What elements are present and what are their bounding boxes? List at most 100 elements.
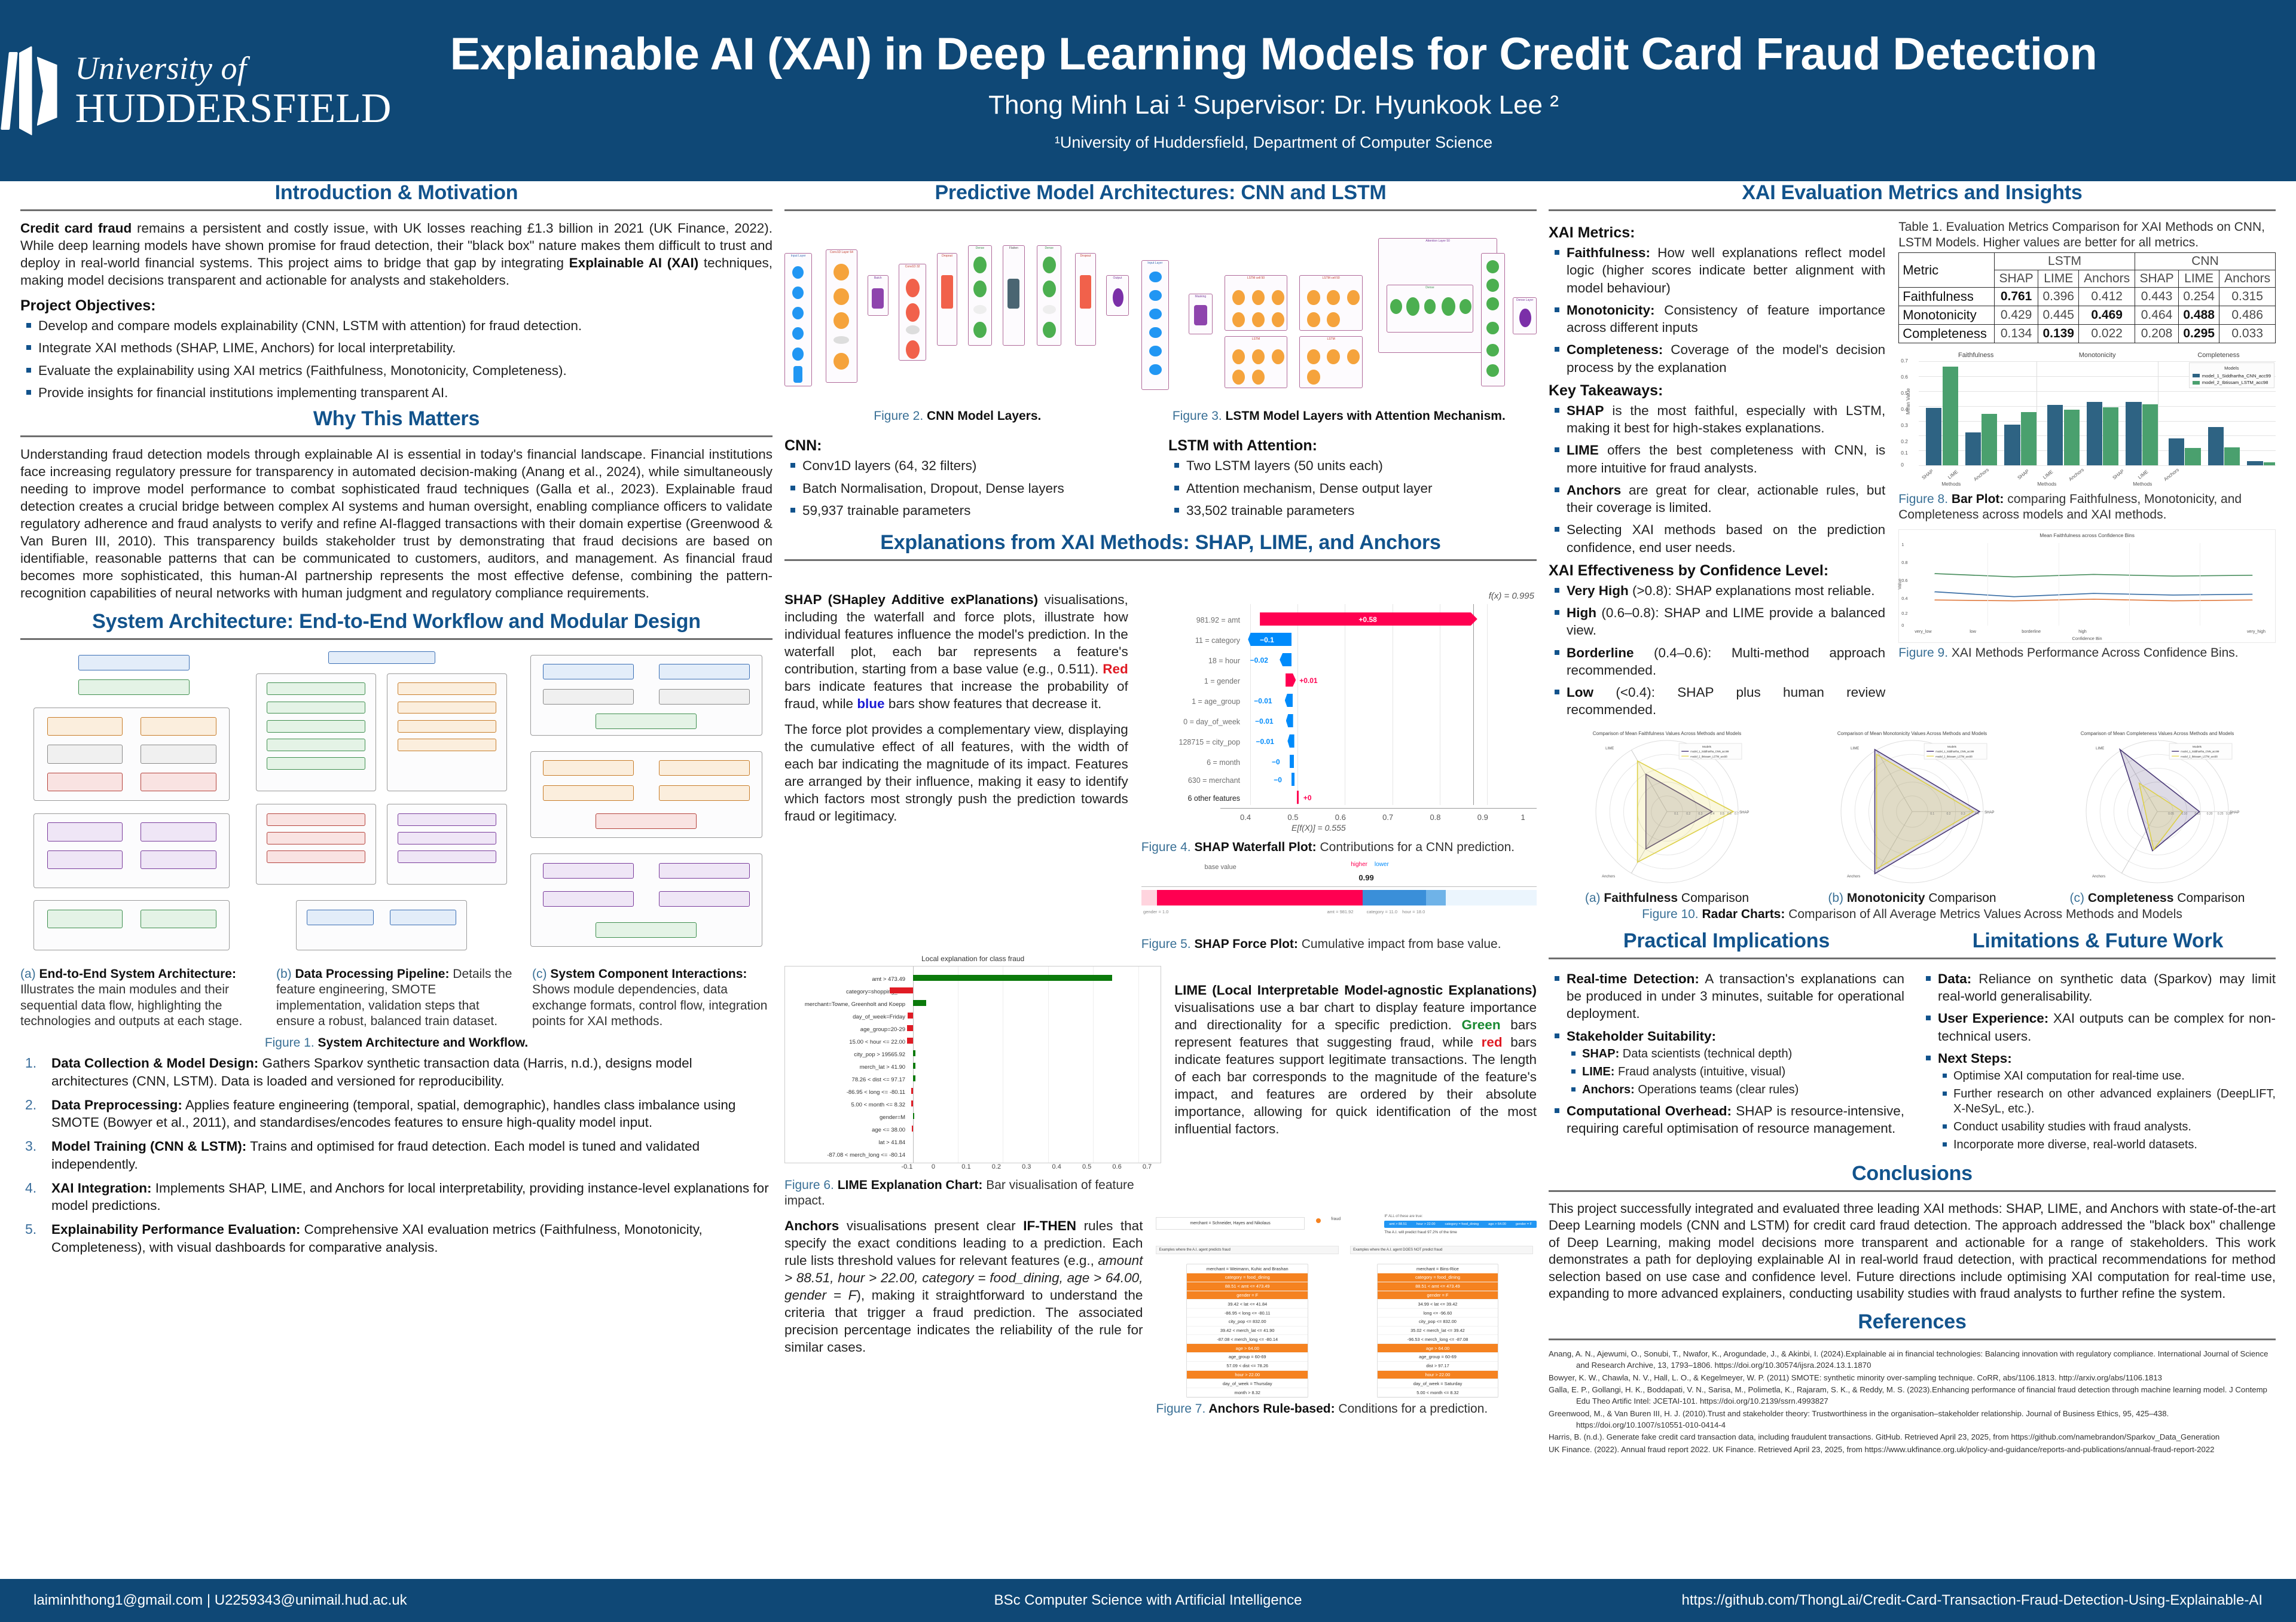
- footer-github-link[interactable]: https://github.com/ThongLai/Credit-Card-…: [1681, 1592, 2263, 1608]
- poster-footer: laiminhthong1@gmail.com | U2259343@unima…: [0, 1579, 2296, 1622]
- figure-4-caption: Figure 4. SHAP Waterfall Plot: Contribut…: [1141, 840, 1537, 855]
- limitations-list: Data: Reliance on synthetic data (Sparko…: [1920, 970, 2276, 1153]
- anchors-left-header: Examples where the A.I. agent predicts f…: [1156, 1246, 1339, 1254]
- waterfall-value: −0: [1271, 758, 1280, 766]
- radar-svg-faithfulness: SHAP LIME Anchors 0.1 0.2 0.3 0.4 0.5 0.…: [1595, 740, 1749, 883]
- cnn-heading: CNN:: [784, 437, 822, 455]
- section-heading-architecture: System Architecture: End-to-End Workflow…: [92, 610, 701, 633]
- lime-label: gender=M: [880, 1114, 906, 1121]
- anchor-row: day_of_week = Thursday: [1187, 1379, 1308, 1389]
- list-item: 59,937 trainable parameters: [784, 502, 1153, 519]
- waterfall-base-value: E[f(X)] = 0.555: [1292, 823, 1346, 833]
- anchors-text-2: rules that specify the exact conditions …: [784, 1218, 1143, 1269]
- waterfall-value: +0: [1303, 794, 1312, 802]
- svg-text:SHAP: SHAP: [1739, 811, 1749, 815]
- list-item: Real-time Detection: A transaction's exp…: [1549, 970, 1904, 1023]
- list-item: Batch Normalisation, Dropout, Dense laye…: [784, 480, 1153, 497]
- waterfall-fx-label: f(x) = 0.995: [1488, 591, 1534, 601]
- divider: [20, 209, 773, 211]
- figure-5-title: SHAP Force Plot:: [1190, 937, 1298, 952]
- svg-text:0.30: 0.30: [2226, 812, 2232, 816]
- subcaption-b: (b) Data Processing Pipeline: Details th…: [276, 967, 517, 1029]
- svg-text:0.2: 0.2: [1946, 812, 1950, 816]
- svg-text:Anchors: Anchors: [1602, 874, 1615, 878]
- lime-text-1: visualisations use a bar chart to displa…: [1174, 999, 1537, 1032]
- list-item: Develop and compare models explainabilit…: [20, 317, 773, 334]
- waterfall-xtick: 0.9: [1477, 813, 1488, 822]
- radar-caption-b: (b) Monotonicity Comparison: [1828, 891, 1996, 905]
- divider: [784, 559, 1537, 561]
- figure-2-cnn-diagram: Input Layer Conv1D Layer 64 Batch Conv1D…: [784, 219, 1131, 405]
- svg-text:0.20: 0.20: [2207, 812, 2213, 816]
- subcaption-c: (c) System Component Interactions: Shows…: [532, 967, 773, 1029]
- table-1-number: Table 1.: [1898, 220, 1943, 234]
- logo-huddersfield-text: HUDDERSFIELD: [75, 85, 392, 132]
- lime-chart-title: Local explanation for class fraud: [921, 954, 1025, 963]
- anchor-row: 34.99 < lat <= 39.42: [1377, 1300, 1498, 1309]
- intro-bold-lead: Credit card fraud: [20, 221, 132, 236]
- svg-text:Models: Models: [1702, 745, 1712, 748]
- lime-label: day_of_week=Friday: [853, 1013, 906, 1020]
- footer-contact[interactable]: laiminhthong1@gmail.com | U2259343@unima…: [33, 1592, 407, 1608]
- divider: [1549, 1339, 2276, 1341]
- figure-5-shap-force: base value higher lower 0.99 gender = 1.…: [1141, 861, 1537, 934]
- waterfall-label: 128715 = city_pop: [1178, 738, 1241, 746]
- svg-text:Anchors: Anchors: [2092, 874, 2105, 878]
- table-subheader: LIME: [2178, 270, 2220, 288]
- figure-6-text: Bar visualisation of feature impact.: [784, 1178, 1134, 1208]
- figure-7-number: Figure 7.: [1156, 1402, 1206, 1416]
- list-item: Faithfulness: How well explanations refl…: [1549, 244, 1885, 297]
- list-item: Computational Overhead: SHAP is resource…: [1549, 1102, 1904, 1138]
- section-heading-limitations: Limitations & Future Work: [1972, 929, 2224, 952]
- bar-panel-title: Completeness: [2197, 352, 2240, 359]
- list-item: Integrate XAI methods (SHAP, LIME, Ancho…: [20, 339, 773, 356]
- lime-xtick: 0.5: [1082, 1163, 1092, 1170]
- shap-text-1: visualisations, including the waterfall …: [784, 592, 1128, 677]
- anchors-text-1: visualisations present clear: [839, 1218, 1024, 1233]
- svg-text:SHAP: SHAP: [2230, 811, 2239, 815]
- step-5-text: Comprehensive XAI evaluation metrics (Fa…: [51, 1222, 703, 1255]
- waterfall-xtick: 0.8: [1430, 813, 1441, 822]
- figure-6-caption: Figure 6. LIME Explanation Chart: Bar vi…: [784, 1178, 1161, 1209]
- list-item: Explainability Performance Evaluation: C…: [20, 1221, 773, 1256]
- figure-8-number: Figure 8.: [1898, 492, 1949, 507]
- svg-text:model_1_Siddhartha_CNN_acc99: model_1_Siddhartha_CNN_acc99: [1690, 750, 1729, 753]
- lime-label: category=shopping_net: [846, 988, 906, 995]
- anchor-row: category = food_dining: [1377, 1273, 1498, 1282]
- reference-item: Greenwood, M., & Van Buren III, H. J. (2…: [1549, 1408, 2169, 1429]
- lime-xtick: 0.4: [1052, 1163, 1061, 1170]
- anchors-example-rules: amount > 88.51, hour > 22.00, category =…: [784, 1253, 1143, 1303]
- divider: [784, 209, 1537, 211]
- figure-3-number: Figure 3.: [1172, 409, 1222, 423]
- waterfall-label: 11 = category: [1195, 636, 1241, 645]
- anchor-row: gender = F: [1377, 1291, 1498, 1300]
- svg-text:SHAP: SHAP: [1984, 811, 1994, 815]
- waterfall-xtick: 1: [1521, 813, 1525, 822]
- shap-text-3: bars show features that decrease it.: [884, 696, 1102, 712]
- bar-panel-title: Faithfulness: [1958, 352, 1994, 359]
- force-lower-label: lower: [1374, 861, 1389, 868]
- figure-2-number: Figure 2.: [874, 409, 924, 423]
- table-1-evaluation-metrics: Metric LSTM CNN SHAP LIME Anchors SHAP L…: [1898, 252, 2276, 344]
- lime-label: merch_lat > 41.90: [859, 1063, 906, 1071]
- subcaption-c-tag: (c): [532, 967, 547, 981]
- subcaption-b-text: Details the feature engineering, SMOTE i…: [276, 967, 512, 1028]
- poster-title: Explainable AI (XAI) in Deep Learning Mo…: [450, 29, 2097, 80]
- anchor-row: age > 64.00: [1187, 1344, 1308, 1353]
- svg-text:0.2: 0.2: [1686, 812, 1690, 816]
- why-paragraph: Understanding fraud detection models thr…: [20, 447, 773, 601]
- figure-1-caption: Figure 1. System Architecture and Workfl…: [20, 1035, 773, 1051]
- bar-ylabel: Mean Value: [1905, 388, 1912, 415]
- subcaption-a-text: Illustrates the main modules and their s…: [20, 983, 243, 1028]
- svg-text:0.1: 0.1: [1930, 812, 1934, 816]
- anchor-row: hour > 22.00: [1187, 1370, 1308, 1380]
- bar-panel-title: Monotonicity: [2078, 352, 2116, 359]
- step-1-title: Data Collection & Model Design:: [51, 1056, 259, 1071]
- svg-text:model_1_Siddhartha_CNN_acc99: model_1_Siddhartha_CNN_acc99: [1935, 750, 1974, 753]
- table-header-metric: Metric: [1898, 252, 1995, 288]
- shap-text-2: bars indicate features that increase the…: [784, 679, 1128, 712]
- reference-item: Harris, B. (n.d.). Generate fake credit …: [1549, 1432, 2220, 1442]
- shap-blue-word: blue: [857, 696, 885, 712]
- step-3-text: Trains and optimised for fraud detection…: [51, 1139, 700, 1172]
- svg-text:0.4: 0.4: [1711, 812, 1715, 816]
